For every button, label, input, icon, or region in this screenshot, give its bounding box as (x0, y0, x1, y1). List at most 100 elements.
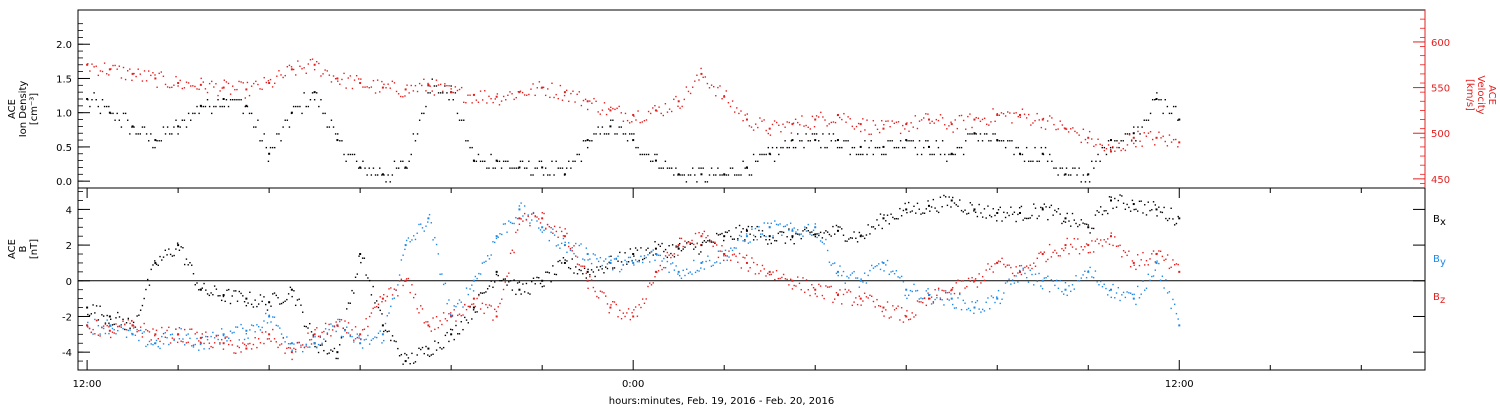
density-point-sample (815, 133, 818, 135)
density-point-sample (177, 133, 179, 135)
bx-point-sample (583, 267, 586, 270)
velocity-point-sample (862, 118, 864, 120)
bz-point (177, 333, 180, 336)
by-point-sample (915, 290, 917, 292)
bx-point-sample (892, 216, 894, 219)
legend-bz: B (1433, 292, 1440, 303)
bz-point-sample (807, 289, 809, 291)
bx-point-sample (606, 267, 609, 270)
bx-point-sample (675, 245, 677, 247)
velocity-point-sample (839, 116, 841, 119)
velocity-point-sample (341, 78, 343, 81)
bx-point-sample (437, 342, 440, 344)
by-point-sample (1168, 291, 1171, 293)
bx-point-sample (594, 275, 596, 278)
by-point-sample (855, 277, 857, 279)
by-point-sample (967, 307, 970, 310)
by-point-sample (797, 229, 799, 231)
bz-point-sample (756, 263, 758, 266)
velocity-point-sample (891, 120, 893, 122)
bz-point-sample (138, 329, 140, 332)
density-point-sample (1082, 174, 1085, 176)
by-point-sample (777, 224, 780, 226)
bz-point-sample (631, 312, 633, 314)
density-point-sample (820, 146, 822, 149)
bz-point-sample (92, 328, 94, 331)
by-point-sample (154, 342, 156, 345)
velocity-point-sample (1059, 120, 1061, 122)
bz-point-sample (629, 318, 632, 321)
bz-point-sample (899, 319, 901, 321)
by-point-sample (508, 220, 510, 222)
density-point (586, 139, 589, 142)
by-point (1178, 324, 1181, 327)
velocity-point-sample (540, 87, 543, 89)
bz-point (359, 333, 362, 336)
by-point-sample (680, 277, 683, 280)
by-point-sample (849, 274, 852, 276)
bz-point (882, 306, 885, 309)
bx-point-sample (869, 233, 871, 235)
bz-point-sample (265, 331, 267, 333)
velocity-point (927, 118, 930, 121)
density-point-sample (169, 133, 171, 135)
bx-point-sample (874, 228, 876, 230)
density-point-sample (1000, 140, 1003, 142)
bz-point-sample (1136, 254, 1139, 256)
density-point-sample (435, 85, 438, 87)
velocity-point-sample (1078, 134, 1080, 136)
velocity-point-sample (124, 78, 127, 81)
bx-point-sample (1075, 222, 1077, 225)
by-point-sample (740, 235, 743, 238)
by-point-sample (1091, 276, 1093, 278)
bx-point-sample (1149, 209, 1151, 212)
density-point-sample (1154, 99, 1156, 101)
bx-point-sample (138, 314, 140, 316)
by-point-sample (141, 332, 144, 334)
density-point-sample (962, 153, 965, 156)
bx-point-sample (402, 363, 404, 365)
by-point-sample (1138, 297, 1141, 299)
density-point-sample (755, 160, 757, 163)
velocity-point-sample (108, 74, 110, 76)
bz-point-sample (120, 326, 122, 328)
bz-point-sample (427, 321, 429, 323)
density-point-sample (381, 174, 383, 176)
bz-point-sample (793, 284, 795, 287)
bx-point-sample (1036, 217, 1038, 220)
bx-point-sample (504, 278, 506, 280)
bz-point-sample (501, 298, 503, 300)
bx-point (336, 351, 339, 354)
by-point-sample (724, 249, 727, 252)
bz-point-sample (1087, 252, 1090, 254)
by-point (905, 288, 908, 291)
density-point-sample (733, 174, 736, 176)
by-point-sample (379, 330, 381, 332)
density-point-sample (803, 146, 805, 149)
bx-point (859, 235, 862, 238)
velocity-point-sample (110, 68, 112, 70)
density-point-sample (908, 140, 910, 142)
density-point-sample (406, 167, 408, 169)
density-point-sample (221, 105, 223, 108)
bx-point-sample (957, 205, 959, 207)
density-point-sample (1065, 167, 1068, 169)
by-point-sample (907, 294, 910, 296)
velocity-point-sample (1055, 128, 1057, 131)
by-point-sample (270, 321, 272, 323)
bx-point-sample (1133, 208, 1135, 211)
bx-point-sample (966, 213, 968, 215)
by-point-sample (962, 299, 964, 302)
density-point-sample (442, 92, 444, 94)
bz-point-sample (249, 342, 251, 345)
density-point-sample (278, 133, 280, 135)
density-point-sample (425, 105, 427, 108)
bz-point-sample (678, 237, 681, 240)
bz-point (836, 294, 839, 297)
density-point-sample (1151, 99, 1154, 101)
velocity-point-sample (969, 113, 971, 115)
bottom-panel-frame (77, 187, 1426, 371)
bz-point-sample (374, 306, 376, 309)
density-point-sample (563, 174, 566, 176)
bz-point-sample (892, 305, 894, 307)
